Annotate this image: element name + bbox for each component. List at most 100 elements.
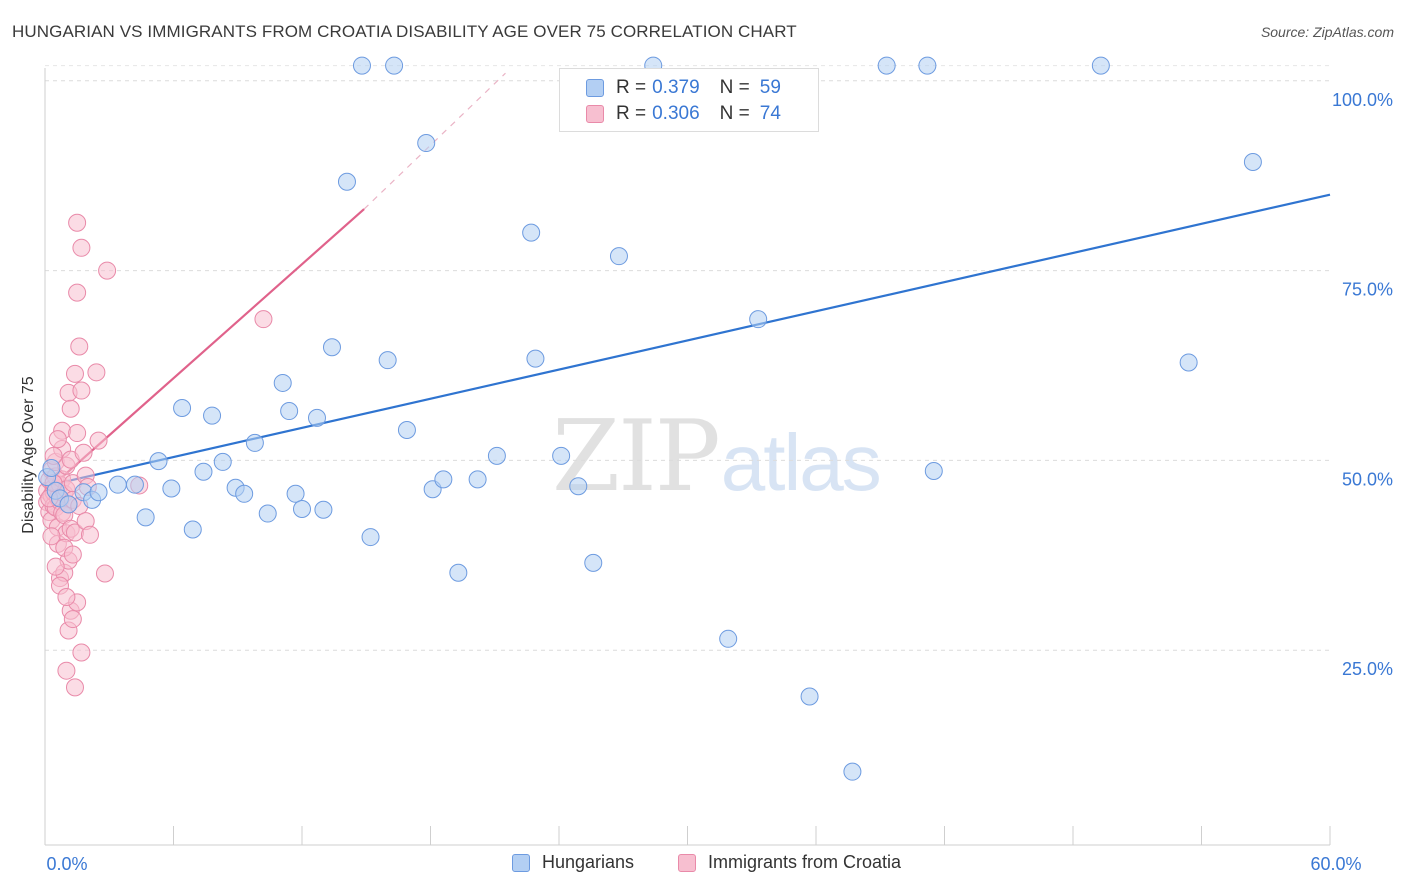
trend-lines [44, 72, 1331, 494]
data-point-hungarian [449, 563, 468, 582]
y-axis-label: Disability Age Over 75 [20, 376, 37, 534]
series-swatch-hungarians [512, 853, 530, 872]
legend-n-label: N = [719, 77, 750, 98]
data-point-hungarian [245, 433, 264, 452]
data-point-hungarian [468, 470, 487, 489]
data-point-hungarian [385, 56, 404, 75]
data-point-croatia [68, 213, 87, 232]
gridlines [45, 65, 1330, 651]
data-point-croatia [72, 643, 91, 662]
trend-line-hungarians [44, 193, 1331, 488]
data-point-croatia [95, 564, 114, 583]
data-point-croatia [80, 525, 99, 544]
series-label-hungarians: Hungarians [542, 852, 635, 872]
axes [44, 68, 1331, 846]
data-point-hungarian [235, 484, 254, 503]
data-point-hungarian [1243, 153, 1262, 172]
chart-title: HUNGARIAN VS IMMIGRANTS FROM CROATIA DIS… [12, 22, 797, 41]
legend-row-hungarians: R = 0.379 N = 59 [586, 76, 781, 100]
data-point-hungarian [194, 462, 213, 481]
data-point-croatia [63, 610, 82, 629]
data-point-hungarian [609, 247, 628, 266]
data-point-hungarian [89, 483, 108, 502]
data-point-hungarian [569, 477, 588, 496]
y-tick-label: 50.0% [1342, 469, 1393, 489]
data-point-hungarian [136, 508, 155, 527]
data-point-croatia [254, 310, 273, 329]
legend-r-value: 0.306 [652, 103, 700, 124]
series-legend-croatia[interactable]: Immigrants from Croatia [678, 852, 901, 873]
data-point-hungarian [108, 475, 127, 494]
data-point-hungarian [286, 484, 305, 503]
x-tick-label: 60.0% [1310, 854, 1361, 874]
data-point-hungarian [203, 406, 222, 425]
legend-n-value: 74 [759, 103, 781, 124]
data-point-hungarian [522, 223, 541, 242]
source-credit: Source: ZipAtlas.com [1260, 24, 1394, 40]
data-point-hungarian [149, 452, 168, 471]
data-point-croatia [46, 557, 65, 576]
correlation-legend: R = 0.379 N = 59 R = 0.306 N = 74 [559, 68, 819, 132]
data-point-hungarian [1091, 56, 1110, 75]
series-legend: Hungarians Immigrants from Croatia [0, 852, 1406, 878]
data-point-hungarian [322, 338, 341, 357]
data-point-croatia [68, 424, 87, 443]
series-label-croatia: Immigrants from Croatia [708, 852, 902, 872]
data-point-hungarian [749, 310, 768, 329]
data-point-croatia [57, 588, 76, 607]
data-point-croatia [87, 363, 106, 382]
tick-labels: 25.0% 50.0% 75.0% 100.0% 0.0% 60.0% [46, 90, 1393, 874]
data-point-croatia [72, 381, 91, 400]
data-point-hungarian [293, 499, 311, 518]
y-tick-label: 100.0% [1332, 90, 1393, 110]
data-point-hungarian [258, 504, 277, 523]
data-point-hungarian [552, 446, 571, 465]
data-point-hungarian [378, 351, 397, 370]
data-point-croatia [57, 661, 76, 680]
legend-r-value: 0.379 [652, 77, 700, 98]
data-point-hungarian [1179, 353, 1198, 372]
data-point-hungarian [526, 349, 545, 368]
data-point-hungarian [719, 629, 738, 648]
data-point-hungarian [307, 408, 326, 427]
data-point-hungarian [273, 373, 292, 392]
data-point-croatia [74, 443, 93, 462]
legend-n-label: N = [719, 103, 750, 124]
data-point-hungarian [42, 458, 61, 477]
data-point-hungarian [361, 528, 380, 547]
data-point-hungarian [800, 687, 819, 706]
x-tick-label: 0.0% [46, 854, 87, 874]
legend-r-label: R = [616, 103, 647, 124]
data-point-hungarian [125, 475, 144, 494]
data-point-croatia [48, 430, 67, 449]
data-point-croatia [70, 337, 89, 356]
data-point-hungarian [183, 520, 202, 539]
data-point-croatia [89, 431, 108, 450]
series-swatch-croatia [678, 853, 696, 872]
data-point-hungarian [352, 56, 371, 75]
data-point-croatia [63, 545, 82, 564]
y-tick-label: 25.0% [1342, 659, 1393, 679]
data-point-hungarian [397, 421, 416, 440]
data-point-hungarian [59, 495, 78, 514]
legend-row-croatia: R = 0.306 N = 74 [586, 102, 781, 126]
data-point-croatia [61, 399, 80, 418]
data-point-hungarian [487, 446, 506, 465]
data-point-croatia [65, 678, 84, 697]
legend-n-value: 59 [759, 77, 781, 98]
legend-r-label: R = [616, 77, 647, 98]
data-point-hungarian [173, 399, 192, 418]
data-point-hungarian [417, 134, 436, 153]
data-point-croatia [72, 238, 91, 257]
data-point-hungarian [877, 56, 896, 75]
data-point-hungarian [918, 56, 937, 75]
data-point-hungarian [280, 402, 299, 421]
data-point-croatia [98, 261, 117, 280]
hungarian-points [38, 56, 1262, 781]
data-point-hungarian [314, 500, 333, 519]
series-legend-hungarians[interactable]: Hungarians [512, 852, 634, 873]
data-point-croatia [42, 527, 61, 546]
data-point-croatia [68, 283, 87, 302]
data-point-hungarian [924, 462, 943, 481]
